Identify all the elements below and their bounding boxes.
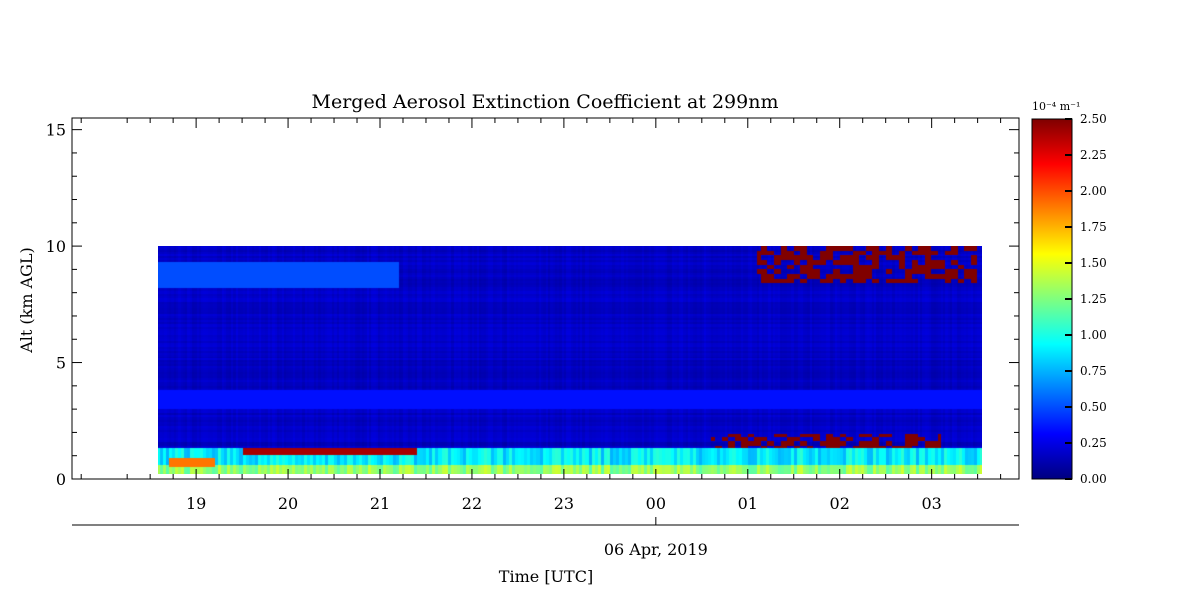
y-tick-label: 5 (56, 354, 66, 373)
heatmap-image (158, 246, 982, 474)
colorbar-unit-label: 10⁻⁴ m⁻¹ (1032, 100, 1080, 113)
y-tick-label: 10 (46, 237, 66, 256)
x-tick-label: 23 (554, 494, 574, 513)
colorbar-tick-label: 2.00 (1080, 184, 1107, 198)
colorbar-tick-label: 1.50 (1080, 256, 1107, 270)
y-axis-label: Alt (km AGL) (17, 247, 36, 354)
colorbar-tick-label: 1.00 (1080, 328, 1107, 342)
x-tick-label: 00 (646, 494, 666, 513)
colorbar-tick-label: 1.25 (1080, 292, 1107, 306)
x-tick-label: 22 (462, 494, 482, 513)
chart-title: Merged Aerosol Extinction Coefficient at… (312, 91, 779, 113)
colorbar-tick-label: 2.25 (1080, 148, 1107, 162)
colorbar-tick-label: 0.00 (1080, 472, 1107, 486)
y-tick-label: 15 (46, 121, 66, 140)
x-tick-label: 03 (921, 494, 941, 513)
colorbar-ticks: 0.00 0.25 0.50 0.75 1.00 1.25 1.50 1.75 2.00 2.25… (1065, 112, 1107, 486)
colorbar-tick-label: 0.75 (1080, 364, 1107, 378)
x-axis-ticks: 19 20 21 22 23 00 01 02 03 (80, 118, 1002, 513)
x-tick-label: 21 (370, 494, 390, 513)
x-tick-label: 01 (738, 494, 758, 513)
x-tick-label: 19 (186, 494, 206, 513)
y-axis-ticks: 0 5 10 15 (46, 121, 1019, 489)
date-label: 06 Apr, 2019 (604, 540, 708, 559)
colorbar-tick-label: 1.75 (1080, 220, 1107, 234)
x-tick-label: 20 (278, 494, 298, 513)
colorbar-tick-label: 0.50 (1080, 400, 1107, 414)
x-tick-label: 02 (830, 494, 850, 513)
y-tick-label: 0 (56, 470, 66, 489)
plot-frame (71, 117, 1020, 480)
colorbar-tick-label: 2.50 (1080, 112, 1107, 126)
x-axis-label: Time [UTC] (499, 567, 593, 586)
colorbar-tick-label: 0.25 (1080, 436, 1107, 450)
